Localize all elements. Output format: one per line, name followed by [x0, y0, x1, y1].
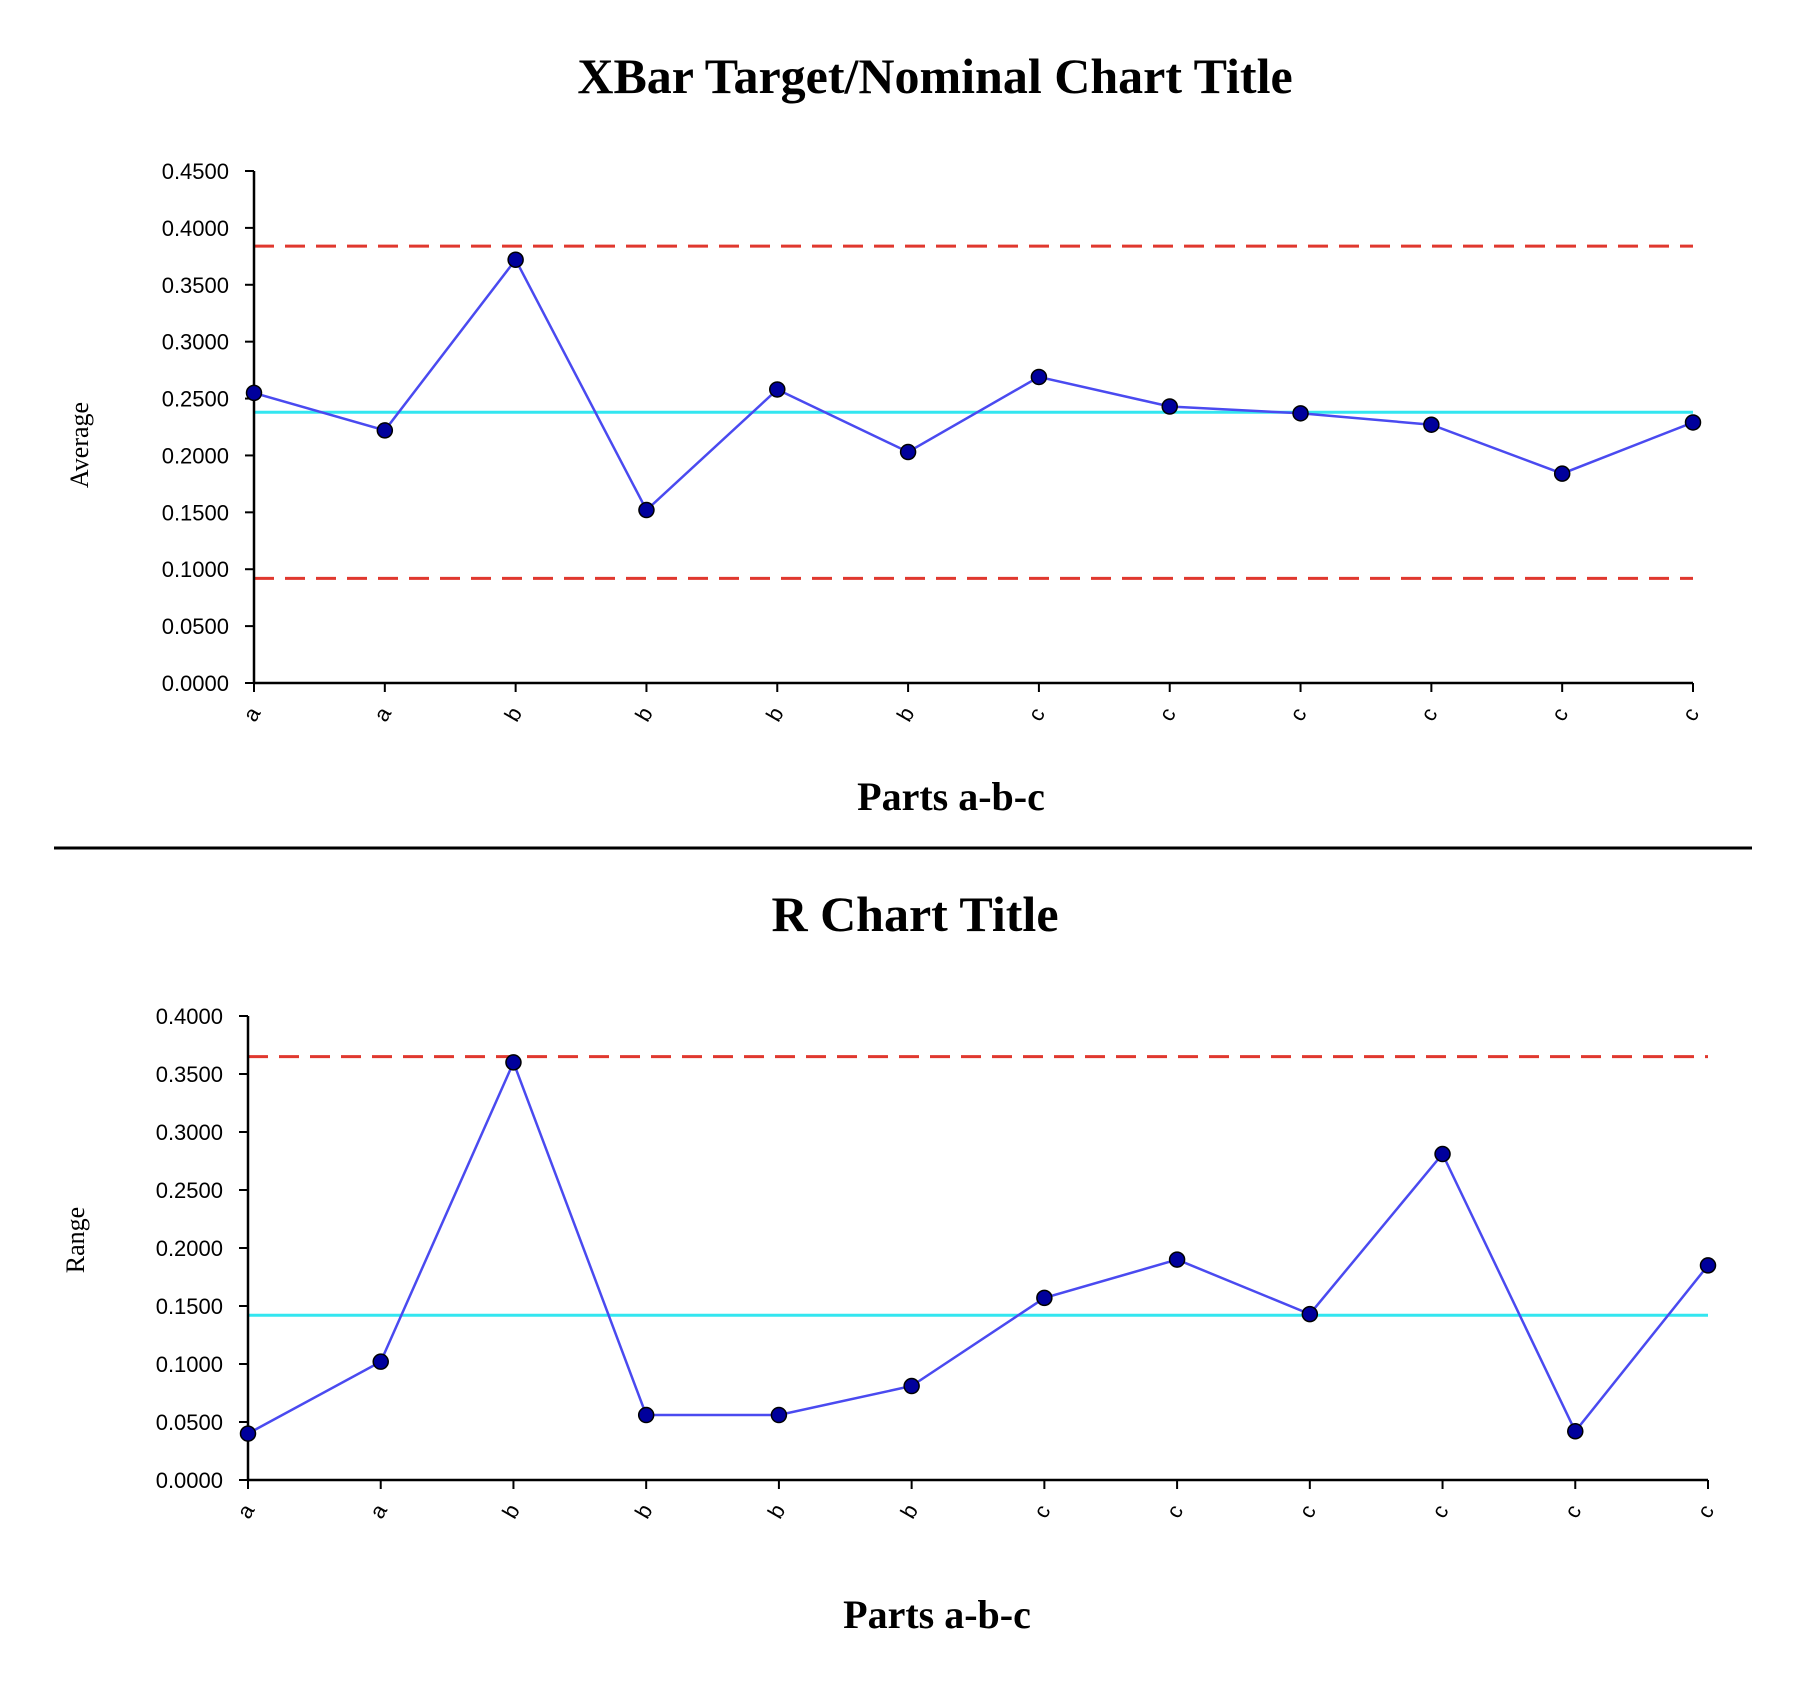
xbar-data-point [376, 422, 394, 439]
xbar-x-tick-label: c [1546, 703, 1573, 725]
xbar-y-tick-label: 0.2000 [162, 443, 229, 468]
r-x-axis-title: Parts a-b-c [843, 1592, 1031, 1637]
r-x-tick-label: c [1161, 1500, 1188, 1522]
r-plot-area: 0.0000 0.0500 0.1000 0.1500 0.2000 0.2500 0.30… [156, 1004, 1719, 1523]
r-x-tick-label: c [1692, 1500, 1719, 1522]
xbar-x-tick-label: b [499, 703, 527, 726]
r-data-point [1301, 1305, 1319, 1323]
r-x-tick-label: a [232, 1499, 260, 1523]
xbar-data-point [899, 443, 917, 461]
r-y-tick-label: 0.3500 [156, 1062, 223, 1087]
r-y-tick-label: 0.3000 [156, 1120, 223, 1145]
r-data-point [372, 1353, 389, 1370]
r-x-tick-label: b [497, 1500, 525, 1523]
xbar-data-point [1030, 368, 1048, 386]
xbar-data-point [638, 501, 655, 519]
xbar-y-tick-label: 0.4000 [162, 216, 229, 241]
xbar-y-tick-label: 0.0000 [162, 671, 229, 696]
r-chart-title: R Chart Title [771, 886, 1058, 942]
r-data-point [1699, 1257, 1717, 1274]
xbar-y-axis-title: Average [65, 402, 94, 488]
xbar-y-tick-label: 0.3500 [162, 273, 229, 298]
xbar-x-tick-label: c [1677, 703, 1704, 725]
r-x-tick-label: b [895, 1500, 923, 1523]
xbar-x-tick-label: a [368, 702, 396, 726]
r-data-point [1567, 1423, 1584, 1440]
xbar-data-point [1161, 398, 1178, 415]
xbar-x-tick-label: c [1023, 703, 1050, 725]
xbar-chart: XBar Target/Nominal Chart Title Average … [65, 48, 1704, 819]
r-data-point [505, 1054, 522, 1071]
xbar-x-tick-label: b [761, 703, 789, 726]
xbar-data-point [1684, 414, 1702, 431]
r-x-tick-label: c [1426, 1500, 1453, 1522]
r-data-point [1168, 1251, 1186, 1268]
r-x-tick-label: b [763, 1500, 791, 1523]
r-data-point [770, 1406, 788, 1424]
xbar-plot-area: 0.0000 0.0500 0.1000 0.1500 0.2000 0.2500 0.30… [162, 159, 1704, 726]
xbar-data-point [507, 251, 524, 268]
r-x-tick-label: a [364, 1499, 392, 1523]
r-x-tick-label: c [1559, 1500, 1586, 1522]
r-data-point [239, 1425, 257, 1442]
r-y-tick-label: 0.2000 [156, 1236, 223, 1261]
r-x-tick-label: c [1028, 1500, 1055, 1522]
xbar-x-tick-label: a [238, 702, 266, 726]
r-x-tick-label: b [630, 1500, 658, 1523]
xbar-data-point [769, 381, 786, 398]
xbar-data-point [1553, 465, 1571, 482]
xbar-data-point [245, 384, 263, 402]
xbar-x-tick-label: b [630, 703, 658, 726]
xbar-x-axis-title: Parts a-b-c [857, 774, 1045, 819]
xbar-y-tick-label: 0.3000 [162, 330, 229, 355]
xbar-y-tick-label: 0.1000 [162, 557, 229, 582]
xbar-data-point [1292, 405, 1309, 422]
xbar-series-line [253, 257, 1694, 513]
r-y-axis-title: Range [61, 1207, 90, 1273]
xbar-x-tick-label: c [1154, 703, 1181, 725]
xbar-y-tick-label: 0.0500 [162, 614, 229, 639]
r-y-tick-label: 0.2500 [156, 1178, 223, 1203]
r-data-point [637, 1406, 655, 1424]
r-y-tick-label: 0.1000 [156, 1352, 223, 1377]
xbar-y-tick-label: 0.4500 [162, 159, 229, 184]
r-data-point [1434, 1145, 1451, 1163]
xbar-x-tick-label: c [1284, 703, 1311, 725]
r-y-tick-label: 0.0500 [156, 1410, 223, 1435]
xbar-x-tick-label: b [892, 703, 920, 726]
xbar-data-point [1423, 416, 1440, 433]
xbar-x-tick-label: c [1415, 703, 1442, 725]
r-data-point [903, 1377, 920, 1395]
xbar-y-tick-label: 0.2500 [162, 387, 229, 412]
r-chart: R Chart Title Range Parts a-b-c 0.00000.… [61, 886, 1719, 1637]
r-series-line [247, 1059, 1709, 1435]
r-y-tick-label: 0.4000 [156, 1004, 223, 1029]
r-y-tick-label: 0.0000 [156, 1468, 223, 1493]
r-y-tick-label: 0.1500 [156, 1294, 223, 1319]
r-data-point [1036, 1289, 1053, 1307]
r-x-tick-label: c [1294, 1500, 1321, 1522]
xbar-chart-title: XBar Target/Nominal Chart Title [577, 48, 1292, 104]
xbar-y-tick-label: 0.1500 [162, 500, 229, 525]
